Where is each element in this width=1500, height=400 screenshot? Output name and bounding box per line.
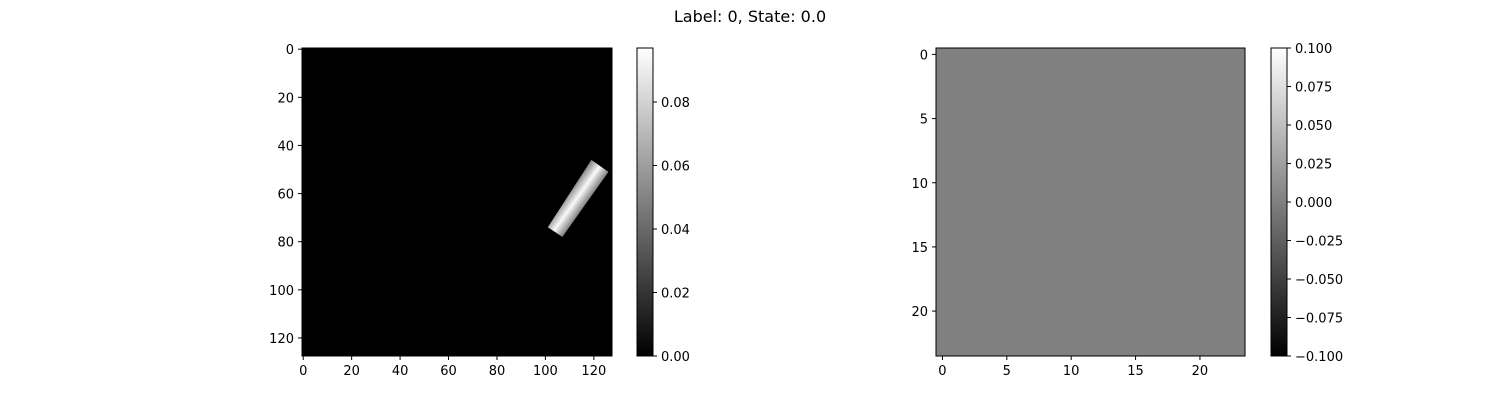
x-tick-label: 100 [533, 364, 558, 379]
y-tick-label: 80 [277, 236, 294, 251]
y-tick-label: 15 [911, 241, 928, 256]
colorbar-tick-label: −0.100 [1295, 350, 1343, 365]
x-tick-label: 0 [938, 364, 946, 379]
x-tick-label: 15 [1127, 364, 1144, 379]
x-tick-label: 20 [343, 364, 360, 379]
colorbar-tick-label: 0.08 [661, 96, 690, 111]
colorbar-1 [636, 47, 654, 357]
colorbar-tick-label: 0.100 [1295, 42, 1332, 57]
bright-object [547, 159, 609, 237]
colorbar-tick-label: 0.075 [1295, 81, 1332, 96]
colorbar-tick-label: −0.050 [1295, 273, 1343, 288]
x-tick-label: 5 [1003, 364, 1011, 379]
figure-suptitle: Label: 0, State: 0.0 [674, 7, 826, 26]
x-tick-label: 20 [1192, 364, 1209, 379]
colorbar-tick-label: 0.000 [1295, 196, 1332, 211]
y-tick-label: 5 [920, 113, 928, 128]
y-tick-label: 120 [269, 332, 294, 347]
x-tick-label: 60 [440, 364, 457, 379]
colorbar-2 [1270, 47, 1288, 357]
panel-1-image [302, 48, 612, 356]
panel-1-frame [301, 47, 613, 357]
y-tick-label: 10 [911, 177, 928, 192]
panel-2-frame [935, 47, 1246, 357]
x-tick-label: 10 [1063, 364, 1080, 379]
y-tick-label: 20 [911, 305, 928, 320]
x-tick-label: 120 [581, 364, 606, 379]
colorbar-tick-label: 0.02 [661, 286, 690, 301]
panel-2-image [936, 48, 1245, 356]
y-tick-label: 40 [277, 139, 294, 154]
y-tick-label: 100 [269, 284, 294, 299]
colorbar-tick-label: 0.050 [1295, 119, 1332, 134]
x-tick-label: 40 [392, 364, 409, 379]
colorbar-tick-label: 0.00 [661, 350, 690, 365]
x-tick-label: 80 [489, 364, 506, 379]
colorbar-tick-label: 0.06 [661, 159, 690, 174]
x-tick-label: 0 [299, 364, 307, 379]
y-tick-label: 20 [277, 91, 294, 106]
colorbar-tick-label: −0.075 [1295, 312, 1343, 327]
panel-1: 0 20 40 60 80 100 120 0 20 40 60 80 100 120 0.00 0.02 0.… [269, 43, 690, 379]
colorbar-tick-label: −0.025 [1295, 235, 1343, 250]
colorbar-tick-label: 0.025 [1295, 158, 1332, 173]
colorbar-tick-label: 0.04 [661, 223, 690, 238]
y-tick-label: 0 [920, 48, 928, 63]
panel-2: 0 5 10 15 20 0 5 10 15 20 −0.100 −0.075 −0.050 −0.025… [911, 42, 1343, 379]
y-tick-label: 0 [286, 43, 294, 58]
y-tick-label: 60 [277, 188, 294, 203]
